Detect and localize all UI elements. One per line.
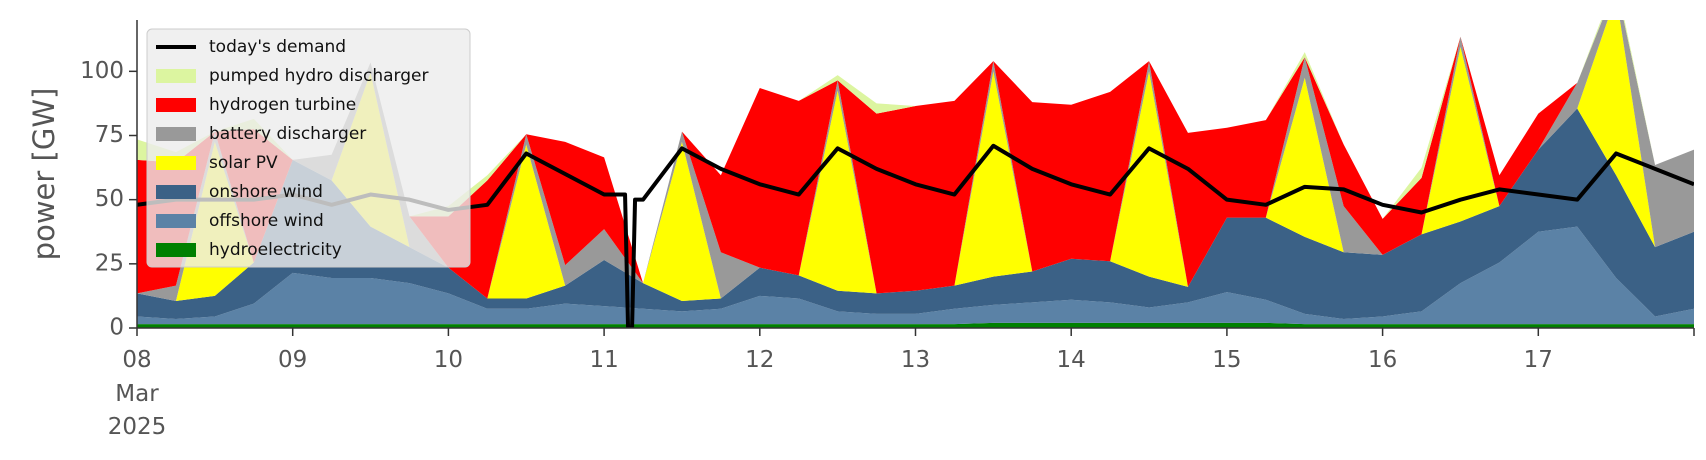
axes: 0 25 50 75 100 08 Mar 2025 09 10 11 12 13 14 15 16 17 [80, 20, 1695, 440]
legend: today's demand pumped hydro discharger hyd… [146, 28, 471, 268]
x-tick-sublabel-1: 2025 [108, 414, 167, 440]
x-tick-label-2025-03-17: 17 [1524, 347, 1553, 373]
legend-swatch-pumped-hydro-discharger [156, 69, 196, 83]
x-tick-sublabel-0: Mar [115, 381, 159, 407]
y-tick-label-75: 75 [95, 122, 124, 148]
x-tick-label-2025-03-15: 15 [1212, 347, 1241, 373]
legend-swatch-hydrogen-turbine [156, 98, 196, 112]
area-onshore-wind [137, 108, 1694, 320]
x-tick-label-2025-03-10: 10 [434, 347, 463, 373]
legend-frame [146, 28, 471, 268]
legend-swatch-hydroelectricity [156, 243, 196, 257]
x-tick-label-2025-03-13: 13 [901, 347, 930, 373]
x-tick-label-2025-03-12: 12 [745, 347, 774, 373]
x-tick-label-2025-03-16: 16 [1368, 347, 1397, 373]
legend-swatch-onshore-wind [156, 185, 196, 199]
legend-swatch-solar-pv [156, 156, 196, 170]
legend-label-solar-pv: solar PV [209, 153, 278, 173]
y-tick-label-100: 100 [80, 58, 124, 84]
legend-label-hydrogen-turbine: hydrogen turbine [209, 95, 356, 115]
legend-label-offshore-wind: offshore wind [209, 211, 324, 231]
area-solar-pv [137, 20, 1694, 302]
x-tick-label-2025-03-14: 14 [1057, 347, 1086, 373]
legend-label-onshore-wind: onshore wind [209, 182, 323, 202]
x-tick-label-2025-03-09: 09 [278, 347, 307, 373]
area-hydrogen-turbine [137, 20, 1694, 299]
legend-label-battery-discharger: battery discharger [209, 124, 366, 144]
legend-label-todays-demand: today's demand [209, 37, 346, 57]
legend-label-hydroelectricity: hydroelectricity [209, 240, 342, 260]
stacked-area-series [137, 20, 1694, 328]
y-axis-title: power [GW] [27, 88, 61, 261]
y-tick-label-25: 25 [95, 250, 124, 276]
legend-swatch-offshore-wind [156, 214, 196, 228]
y-tick-label-0: 0 [109, 315, 124, 341]
area-offshore-wind [137, 226, 1694, 325]
legend-label-pumped-hydro-discharger: pumped hydro discharger [209, 66, 428, 86]
legend-swatch-battery-discharger [156, 127, 196, 141]
y-tick-label-50: 50 [95, 186, 124, 212]
x-tick-label-2025-03-08: 08 [122, 347, 151, 373]
x-tick-label-2025-03-11: 11 [589, 347, 618, 373]
